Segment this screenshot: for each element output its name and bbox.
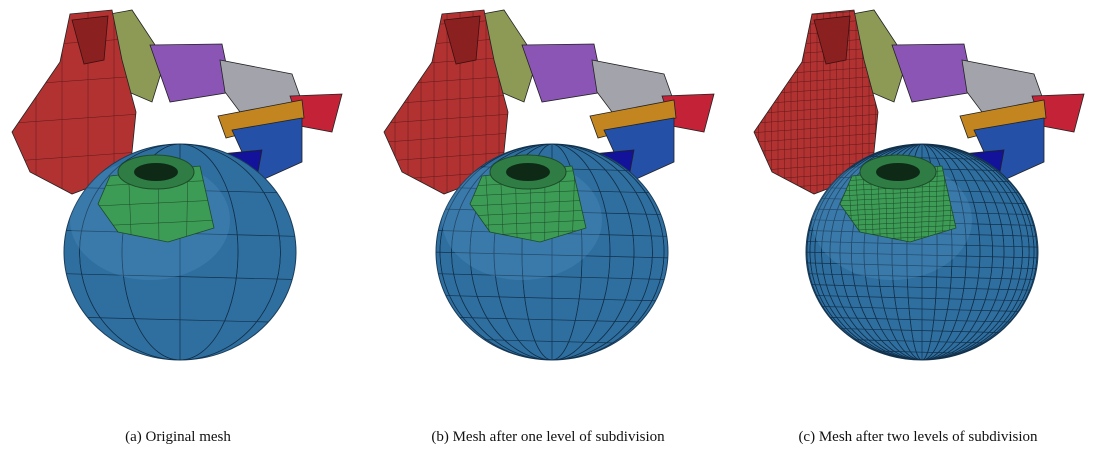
panels	[0, 0, 1084, 360]
purple-patch	[150, 44, 232, 102]
caption: (b) Mesh after one level of subdivision	[431, 429, 665, 445]
mesh-render	[372, 0, 714, 360]
cup-hole	[134, 163, 178, 181]
figure: (a) Original mesh (b) Mesh after one lev…	[0, 0, 1093, 456]
cup-hole	[506, 163, 550, 181]
mesh-render	[0, 0, 342, 360]
caption: (a) Original mesh	[125, 429, 231, 445]
mesh-render	[742, 0, 1084, 360]
cup-hole	[876, 163, 920, 181]
purple-patch	[522, 44, 604, 102]
caption: (c) Mesh after two levels of subdivision	[798, 429, 1038, 445]
purple-patch	[892, 44, 974, 102]
